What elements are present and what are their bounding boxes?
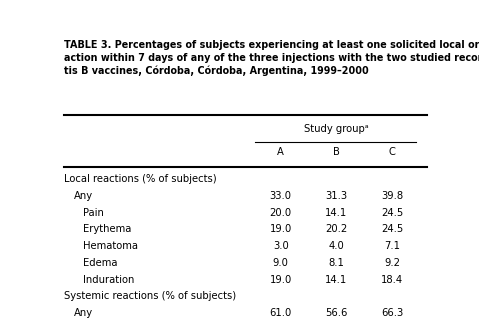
Text: 31.3: 31.3: [325, 191, 347, 201]
Text: 24.5: 24.5: [381, 225, 403, 235]
Text: 66.3: 66.3: [381, 308, 403, 318]
Text: 9.0: 9.0: [273, 258, 289, 268]
Text: Systemic reactions (% of subjects): Systemic reactions (% of subjects): [64, 291, 236, 301]
Text: Hematoma: Hematoma: [83, 241, 138, 251]
Text: 18.4: 18.4: [381, 275, 403, 285]
Text: A: A: [277, 147, 284, 157]
Text: 19.0: 19.0: [270, 275, 292, 285]
Text: 3.0: 3.0: [273, 241, 289, 251]
Text: Induration: Induration: [83, 275, 134, 285]
Text: 56.6: 56.6: [325, 308, 348, 318]
Text: 8.1: 8.1: [329, 258, 344, 268]
Text: 19.0: 19.0: [270, 225, 292, 235]
Text: Study groupᵃ: Study groupᵃ: [304, 124, 369, 134]
Text: 33.0: 33.0: [270, 191, 292, 201]
Text: 20.0: 20.0: [270, 208, 292, 218]
Text: 14.1: 14.1: [325, 275, 348, 285]
Text: 9.2: 9.2: [384, 258, 400, 268]
Text: Edema: Edema: [83, 258, 117, 268]
Text: 14.1: 14.1: [325, 208, 348, 218]
Text: 61.0: 61.0: [270, 308, 292, 318]
Text: Any: Any: [74, 308, 93, 318]
Text: Any: Any: [74, 191, 93, 201]
Text: 20.2: 20.2: [325, 225, 348, 235]
Text: 7.1: 7.1: [384, 241, 400, 251]
Text: Local reactions (% of subjects): Local reactions (% of subjects): [64, 174, 216, 184]
Text: C: C: [388, 147, 396, 157]
Text: 4.0: 4.0: [329, 241, 344, 251]
Text: TABLE 3. Percentages of subjects experiencing at least one solicited local or sy: TABLE 3. Percentages of subjects experie…: [64, 40, 479, 76]
Text: B: B: [333, 147, 340, 157]
Text: Erythema: Erythema: [83, 225, 131, 235]
Text: Pain: Pain: [83, 208, 104, 218]
Text: 39.8: 39.8: [381, 191, 403, 201]
Text: 24.5: 24.5: [381, 208, 403, 218]
